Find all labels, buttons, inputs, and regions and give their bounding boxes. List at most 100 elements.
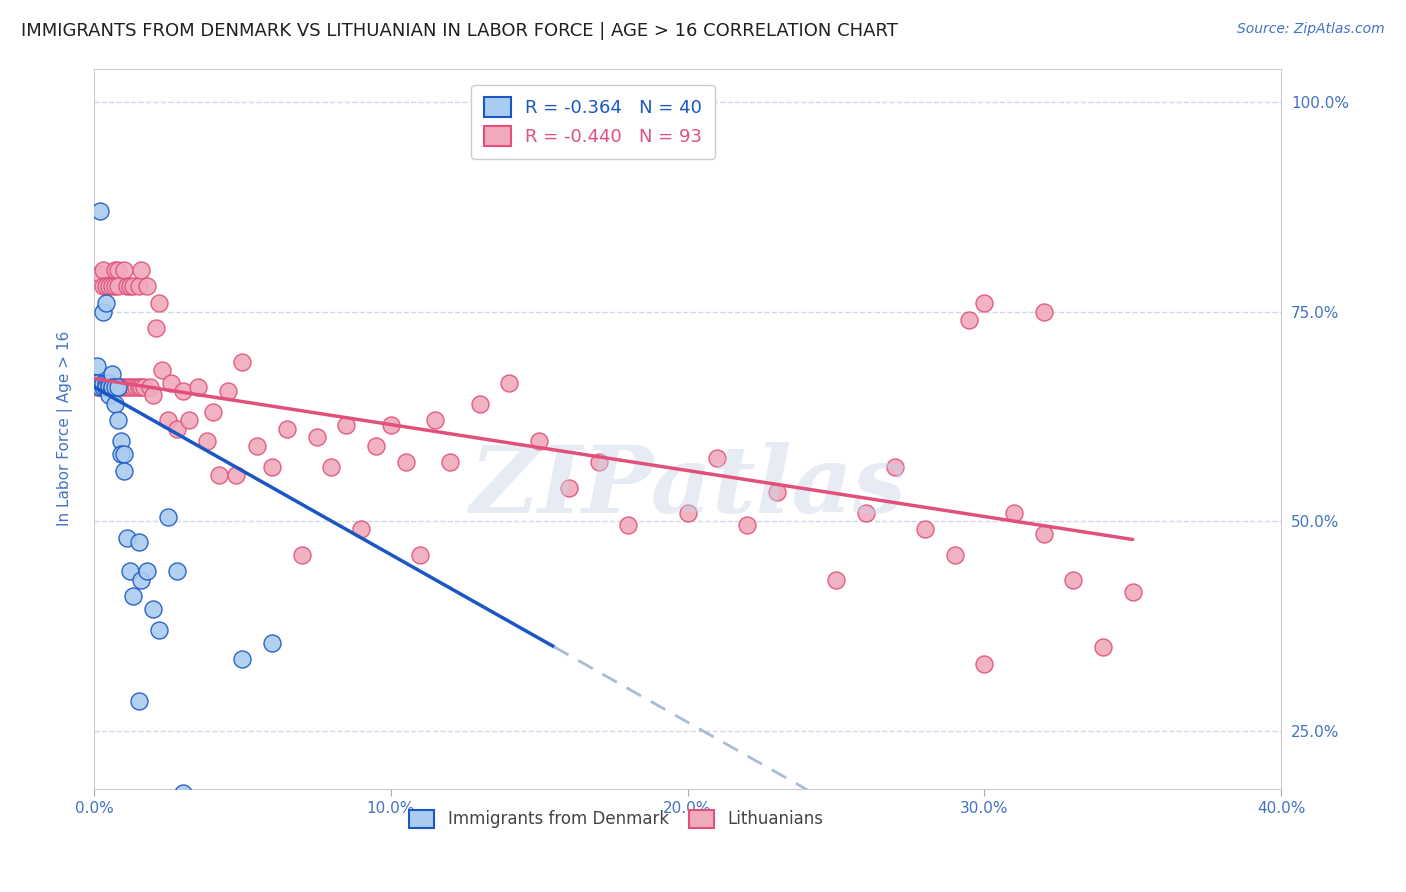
Point	[110, 434, 132, 449]
Point	[706, 451, 728, 466]
Point	[136, 565, 159, 579]
Point	[231, 652, 253, 666]
Point	[364, 439, 387, 453]
Point	[150, 363, 173, 377]
Point	[973, 296, 995, 310]
Point	[1062, 573, 1084, 587]
Point	[86, 359, 108, 373]
Point	[91, 262, 114, 277]
Point	[97, 380, 120, 394]
Point	[157, 509, 180, 524]
Point	[208, 467, 231, 482]
Point	[291, 548, 314, 562]
Point	[914, 523, 936, 537]
Point	[124, 380, 146, 394]
Point	[107, 279, 129, 293]
Point	[112, 262, 135, 277]
Point	[110, 447, 132, 461]
Point	[1032, 304, 1054, 318]
Point	[107, 413, 129, 427]
Point	[89, 204, 111, 219]
Point	[115, 531, 138, 545]
Point	[527, 434, 550, 449]
Point	[380, 417, 402, 432]
Legend: Immigrants from Denmark, Lithuanians: Immigrants from Denmark, Lithuanians	[402, 803, 830, 835]
Point	[89, 380, 111, 394]
Point	[884, 459, 907, 474]
Point	[128, 694, 150, 708]
Point	[91, 380, 114, 394]
Point	[118, 565, 141, 579]
Point	[91, 376, 114, 390]
Point	[1092, 640, 1115, 654]
Point	[101, 279, 124, 293]
Point	[101, 380, 124, 394]
Point	[107, 380, 129, 394]
Point	[86, 376, 108, 390]
Point	[91, 279, 114, 293]
Point	[94, 380, 117, 394]
Point	[97, 380, 120, 394]
Point	[110, 380, 132, 394]
Point	[246, 439, 269, 453]
Point	[101, 380, 124, 394]
Point	[321, 459, 343, 474]
Point	[131, 573, 153, 587]
Text: Source: ZipAtlas.com: Source: ZipAtlas.com	[1237, 22, 1385, 37]
Point	[195, 434, 218, 449]
Point	[139, 380, 162, 394]
Point	[350, 523, 373, 537]
Point	[142, 602, 165, 616]
Point	[128, 279, 150, 293]
Point	[231, 355, 253, 369]
Point	[97, 376, 120, 390]
Point	[94, 380, 117, 394]
Point	[115, 279, 138, 293]
Point	[201, 405, 224, 419]
Point	[262, 459, 284, 474]
Point	[112, 447, 135, 461]
Point	[617, 518, 640, 533]
Point	[97, 388, 120, 402]
Point	[86, 380, 108, 394]
Point	[588, 455, 610, 469]
Point	[89, 380, 111, 394]
Point	[1032, 526, 1054, 541]
Point	[131, 380, 153, 394]
Point	[94, 380, 117, 394]
Point	[101, 380, 124, 394]
Y-axis label: In Labor Force | Age > 16: In Labor Force | Age > 16	[58, 331, 73, 526]
Point	[425, 413, 447, 427]
Point	[142, 388, 165, 402]
Point	[276, 422, 298, 436]
Point	[558, 481, 581, 495]
Point	[104, 262, 127, 277]
Point	[959, 313, 981, 327]
Point	[115, 380, 138, 394]
Point	[439, 455, 461, 469]
Point	[91, 304, 114, 318]
Point	[172, 786, 194, 800]
Point	[104, 279, 127, 293]
Point	[335, 417, 357, 432]
Point	[498, 376, 520, 390]
Point	[110, 380, 132, 394]
Point	[112, 380, 135, 394]
Point	[131, 262, 153, 277]
Point	[134, 380, 156, 394]
Point	[262, 635, 284, 649]
Point	[97, 279, 120, 293]
Point	[128, 535, 150, 549]
Point	[973, 657, 995, 671]
Point	[112, 464, 135, 478]
Point	[107, 380, 129, 394]
Point	[305, 430, 328, 444]
Text: ZIPatlas: ZIPatlas	[470, 442, 905, 532]
Point	[1122, 585, 1144, 599]
Point	[89, 267, 111, 281]
Point	[128, 380, 150, 394]
Point	[118, 380, 141, 394]
Point	[177, 413, 200, 427]
Point	[101, 380, 124, 394]
Point	[157, 413, 180, 427]
